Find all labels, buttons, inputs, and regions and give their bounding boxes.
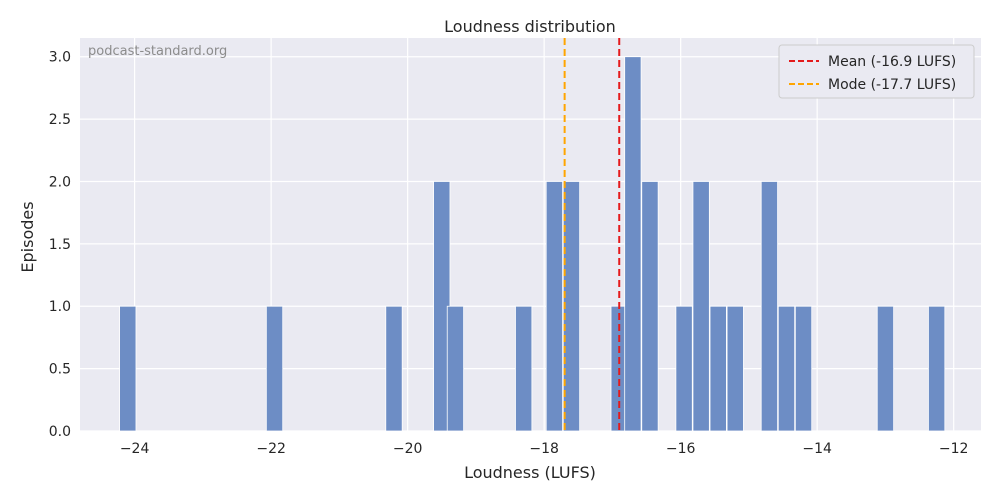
legend-mean-label: Mean (-16.9 LUFS) xyxy=(828,54,956,70)
x-tick-label: −14 xyxy=(802,441,832,457)
x-tick-label: −20 xyxy=(393,441,423,457)
histogram-bar xyxy=(562,181,581,432)
histogram-bars xyxy=(119,56,946,432)
histogram-bar xyxy=(760,181,778,432)
histogram-bar xyxy=(446,305,465,432)
histogram-bar xyxy=(709,305,727,432)
y-axis-ticks: 0.0 0.5 1.0 1.5 2.0 2.5 3.0 xyxy=(49,50,71,440)
legend-box xyxy=(778,44,975,99)
histogram-bar xyxy=(624,56,642,432)
x-axis-label: Loudness (LUFS) xyxy=(464,463,596,482)
histogram-bar xyxy=(777,305,796,432)
histogram-bar xyxy=(726,305,744,432)
y-tick-label: 2.5 xyxy=(49,112,71,128)
x-tick-label: −12 xyxy=(939,441,969,457)
histogram-bar xyxy=(675,305,693,432)
histogram-bar xyxy=(545,181,563,432)
y-tick-label: 1.5 xyxy=(49,237,71,253)
y-tick-label: 0.5 xyxy=(49,362,71,378)
y-tick-label: 3.0 xyxy=(49,50,71,66)
y-tick-label: 2.0 xyxy=(49,174,71,190)
x-tick-label: −18 xyxy=(529,441,559,457)
histogram-bar xyxy=(119,305,137,432)
legend-mode-label: Mode (-17.7 LUFS) xyxy=(828,77,956,93)
y-tick-label: 1.0 xyxy=(49,299,71,315)
legend: Mean (-16.9 LUFS) Mode (-17.7 LUFS) xyxy=(778,44,975,99)
watermark: podcast-standard.org xyxy=(88,44,227,59)
histogram-bar xyxy=(265,305,284,432)
x-tick-label: −24 xyxy=(120,441,150,457)
histogram-bar xyxy=(794,305,813,432)
x-axis-ticks: −24 −22 −20 −18 −16 −14 −12 xyxy=(120,441,969,457)
x-tick-label: −16 xyxy=(666,441,696,457)
histogram-bar xyxy=(515,305,533,432)
y-axis-label: Episodes xyxy=(18,201,37,272)
histogram-bar xyxy=(876,305,895,432)
x-tick-label: −22 xyxy=(256,441,286,457)
y-tick-label: 0.0 xyxy=(49,424,71,440)
histogram-bar xyxy=(692,181,710,432)
histogram-bar xyxy=(385,305,403,432)
chart-title: Loudness distribution xyxy=(444,17,616,36)
histogram-bar xyxy=(928,305,946,432)
histogram-bar xyxy=(641,181,659,432)
